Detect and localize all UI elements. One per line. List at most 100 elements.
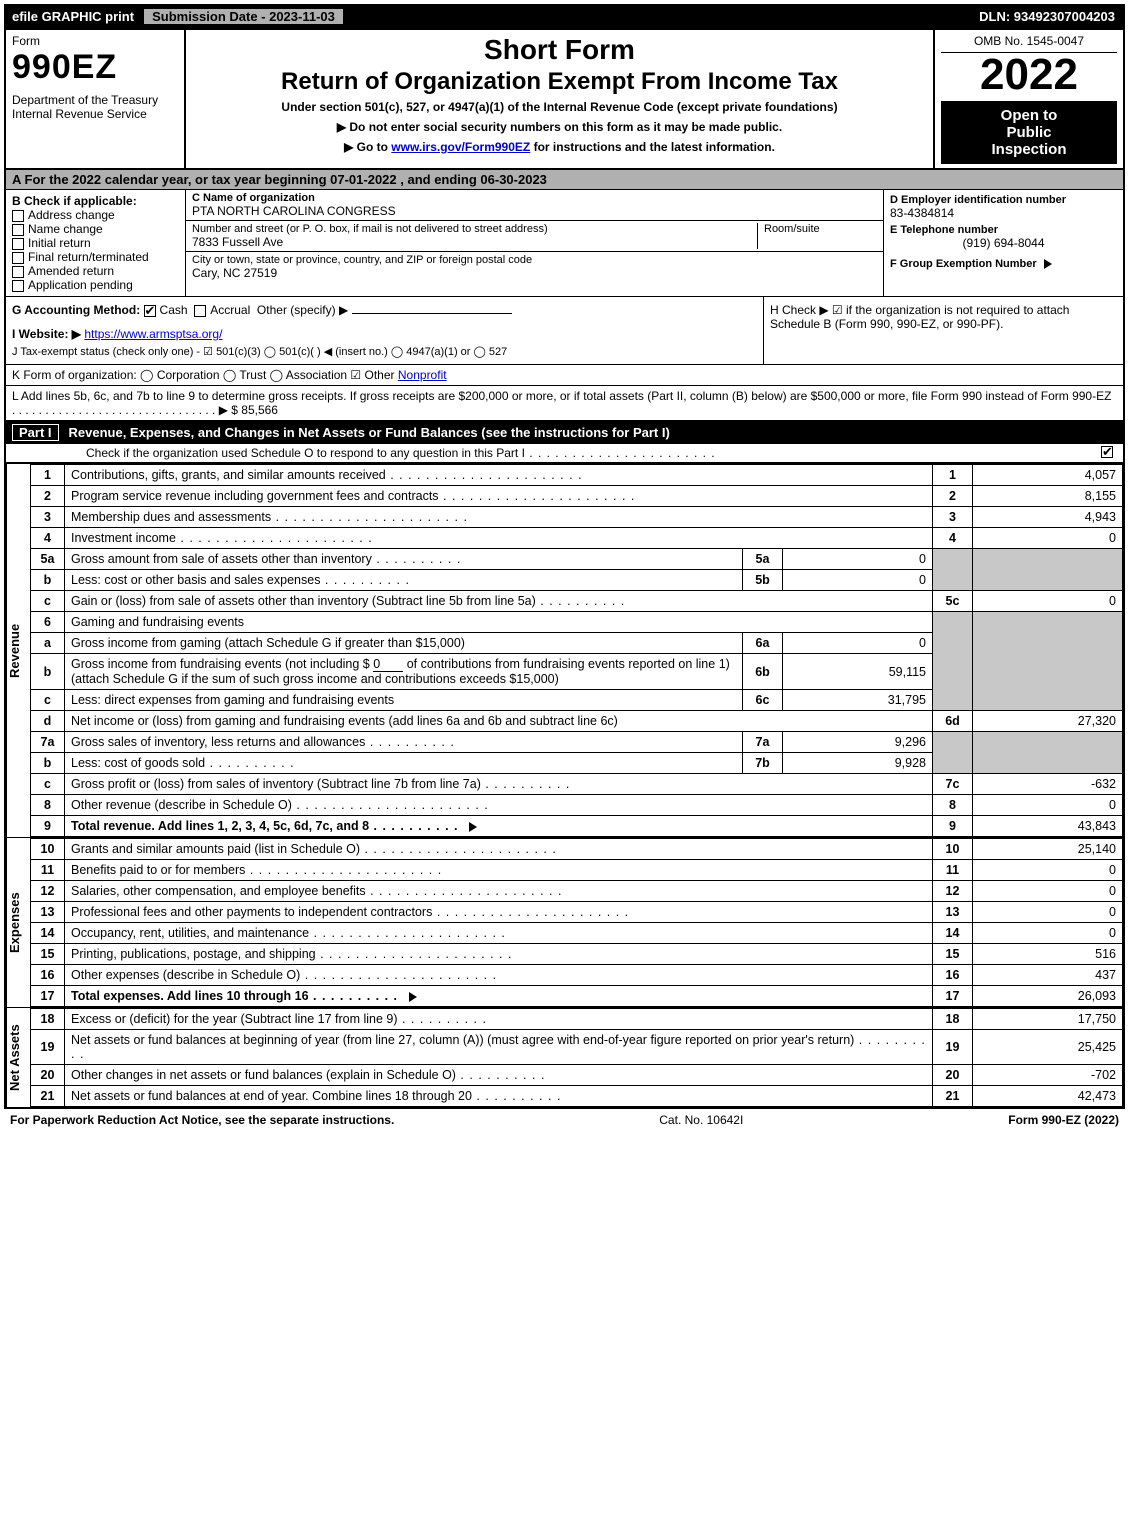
street-value: 7833 Fussell Ave (192, 235, 757, 249)
footer-right-post: (2022) (1081, 1113, 1119, 1127)
l7a-sn: 7a (743, 732, 783, 753)
l6b-amt: 0 (373, 657, 403, 672)
checkbox-schedule-o[interactable] (1101, 446, 1113, 458)
l12-n: 12 (31, 881, 65, 902)
l5a-d: Gross amount from sale of assets other t… (65, 549, 743, 570)
b-item-3: Final return/terminated (12, 250, 179, 264)
i-label: I Website: ▶ (12, 327, 81, 341)
l16-rn: 16 (933, 965, 973, 986)
dept-line1: Department of the Treasury (12, 93, 178, 107)
arrow-icon (409, 992, 417, 1002)
l5c-n: c (31, 591, 65, 612)
l9-rn: 9 (933, 816, 973, 837)
revenue-vlabel: Revenue (6, 464, 30, 837)
l6b-d1: Gross income from fundraising events (no… (71, 657, 373, 671)
section-c: C Name of organization PTA NORTH CAROLIN… (186, 190, 883, 296)
l4-d: Investment income (65, 528, 933, 549)
l10-rn: 10 (933, 839, 973, 860)
irs-link[interactable]: www.irs.gov/Form990EZ (391, 140, 530, 154)
l7a-sv: 9,296 (783, 732, 933, 753)
footer-right-b: 990-EZ (1042, 1113, 1081, 1127)
l12-d: Salaries, other compensation, and employ… (65, 881, 933, 902)
footer-right: Form 990-EZ (2022) (1008, 1113, 1119, 1127)
l2-d: Program service revenue including govern… (65, 486, 933, 507)
l11-v: 0 (973, 860, 1123, 881)
l6-shade-v (973, 612, 1123, 711)
form-number: 990EZ (12, 48, 178, 87)
nonprofit-link[interactable]: Nonprofit (398, 368, 447, 382)
arrow-icon (469, 822, 477, 832)
open-1: Open to (945, 107, 1113, 124)
l7a-d: Gross sales of inventory, less returns a… (65, 732, 743, 753)
website-link[interactable]: https://www.armsptsa.org/ (84, 327, 222, 341)
checkbox-amended[interactable] (12, 266, 24, 278)
l7-shade-v (973, 732, 1123, 774)
l7-shade-rn (933, 732, 973, 774)
l7b-sv: 9,928 (783, 753, 933, 774)
l17-d: Total expenses. Add lines 10 through 16 (71, 989, 398, 1003)
l15-n: 15 (31, 944, 65, 965)
e-label: E Telephone number (890, 224, 1117, 236)
expenses-vlabel: Expenses (6, 838, 30, 1007)
l6c-sn: 6c (743, 690, 783, 711)
l6a-d: Gross income from gaming (attach Schedul… (65, 633, 743, 654)
l14-v: 0 (973, 923, 1123, 944)
open-2: Public (945, 124, 1113, 141)
l12-rn: 12 (933, 881, 973, 902)
section-j: J Tax-exempt status (check only one) - ☑… (12, 345, 757, 358)
l21-n: 21 (31, 1086, 65, 1107)
l13-n: 13 (31, 902, 65, 923)
l1-rn: 1 (933, 465, 973, 486)
l21-d: Net assets or fund balances at end of ye… (65, 1086, 933, 1107)
checkbox-name[interactable] (12, 224, 24, 236)
l18-rn: 18 (933, 1009, 973, 1030)
l1-n: 1 (31, 465, 65, 486)
c-city-cell: City or town, state or province, country… (186, 252, 883, 282)
l7c-n: c (31, 774, 65, 795)
goto-line: ▶ Go to www.irs.gov/Form990EZ for instru… (192, 140, 927, 154)
checkbox-initial[interactable] (12, 238, 24, 250)
section-b: B Check if applicable: Address change Na… (6, 190, 186, 296)
l7b-n: b (31, 753, 65, 774)
dept-line2: Internal Revenue Service (12, 107, 178, 121)
l20-v: -702 (973, 1065, 1123, 1086)
g-accrual: Accrual (210, 303, 250, 317)
b-label-3: Final return/terminated (28, 250, 149, 264)
f-row: F Group Exemption Number (890, 256, 1117, 270)
checkbox-accrual[interactable] (194, 305, 206, 317)
footer-left: For Paperwork Reduction Act Notice, see … (10, 1113, 394, 1127)
l15-rn: 15 (933, 944, 973, 965)
checkbox-address[interactable] (12, 210, 24, 222)
dln: DLN: 93492307004203 (971, 9, 1125, 24)
checkbox-pending[interactable] (12, 280, 24, 292)
l5c-rn: 5c (933, 591, 973, 612)
f-label: F Group Exemption Number (890, 258, 1037, 270)
l6a-sn: 6a (743, 633, 783, 654)
other-input[interactable] (352, 313, 512, 314)
l-text: L Add lines 5b, 6c, and 7b to line 9 to … (12, 389, 1111, 417)
d-label: D Employer identification number (890, 194, 1117, 206)
checkbox-final[interactable] (12, 252, 24, 264)
b-item-1: Name change (12, 222, 179, 236)
city-value: Cary, NC 27519 (192, 266, 877, 280)
room-label: Room/suite (757, 223, 877, 249)
section-gh: G Accounting Method: Cash Accrual Other … (6, 297, 1123, 365)
open-public-box: Open to Public Inspection (941, 101, 1117, 164)
street-label: Number and street (or P. O. box, if mail… (192, 223, 757, 235)
l11-d: Benefits paid to or for members (65, 860, 933, 881)
ein-value: 83-4384814 (890, 206, 1117, 220)
form-header: Form 990EZ Department of the Treasury In… (6, 30, 1123, 170)
l9-d: Total revenue. Add lines 1, 2, 3, 4, 5c,… (71, 819, 459, 833)
title-return: Return of Organization Exempt From Incom… (192, 68, 927, 96)
efile-label: efile GRAPHIC print (4, 9, 144, 24)
l6d-rn: 6d (933, 711, 973, 732)
section-bcdef: B Check if applicable: Address change Na… (6, 190, 1123, 297)
part-i-label: Part I (12, 424, 59, 441)
l6d-d: Net income or (loss) from gaming and fun… (65, 711, 933, 732)
form-label: Form (12, 34, 178, 48)
l1-v: 4,057 (973, 465, 1123, 486)
l18-d: Excess or (deficit) for the year (Subtra… (65, 1009, 933, 1030)
section-i: I Website: ▶ https://www.armsptsa.org/ (12, 327, 757, 341)
l19-rn: 19 (933, 1030, 973, 1065)
checkbox-cash[interactable] (144, 305, 156, 317)
